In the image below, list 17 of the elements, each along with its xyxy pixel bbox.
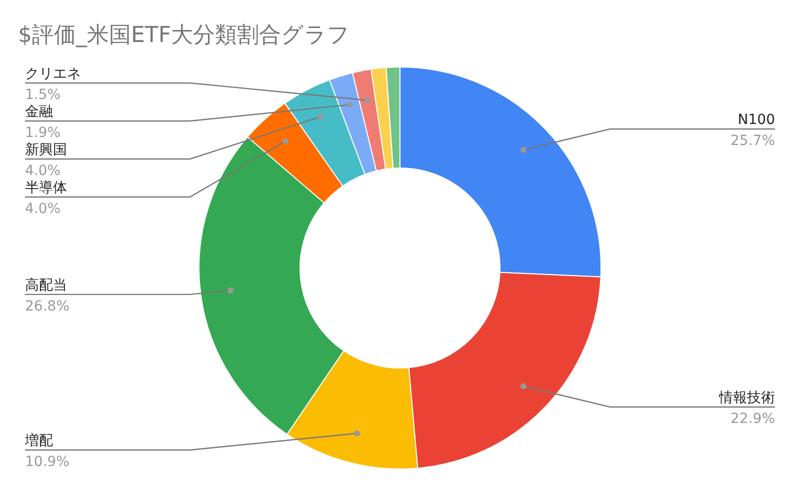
- data-label: 1.9%: [25, 125, 61, 141]
- slice-label: 増配: [24, 432, 53, 449]
- chart-title: $評価_米国ETF大分類割合グラフ: [18, 23, 350, 48]
- slice-label: 新興国: [25, 142, 67, 158]
- data-label: 4.0%: [25, 201, 61, 217]
- data-label: 22.9%: [730, 410, 775, 427]
- data-label: 25.7%: [730, 133, 775, 150]
- slice-label: 情報技術: [718, 390, 775, 406]
- slice-label: クリエネ: [25, 66, 81, 82]
- data-label: 26.8%: [25, 298, 70, 314]
- data-label: 10.9%: [25, 454, 70, 470]
- slice-label: 半導体: [25, 180, 67, 196]
- slice-label: 高配当: [25, 277, 67, 294]
- slice-label: N100: [738, 112, 775, 128]
- slice-label: 金融: [25, 104, 53, 120]
- data-label: 1.5%: [25, 87, 61, 103]
- data-label: 4.0%: [25, 163, 61, 179]
